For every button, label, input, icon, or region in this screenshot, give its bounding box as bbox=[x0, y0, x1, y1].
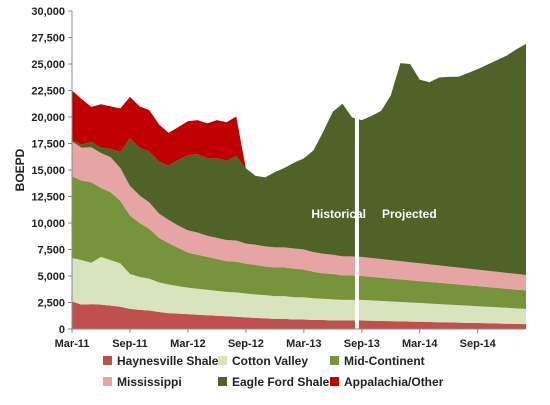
x-tick-labels: Mar-11 Sep-11 Mar-12 Sep-12 Mar-13 Sep-13 Mar-… bbox=[55, 338, 497, 350]
x-tick-label: Mar-12 bbox=[170, 338, 205, 350]
legend-item-cotton-valley: Cotton Valley bbox=[218, 354, 308, 368]
historical-projected-divider bbox=[354, 11, 359, 329]
x-tick-label: Mar-11 bbox=[55, 338, 90, 350]
legend-swatch bbox=[218, 356, 227, 365]
area-series-haynesville-shale bbox=[72, 301, 526, 329]
legend-label: Mid-Continent bbox=[344, 354, 425, 368]
legend-label: Cotton Valley bbox=[232, 354, 308, 368]
area-series-group bbox=[72, 43, 526, 329]
y-tick-labels: 0 2,500 5,000 7,500 10,000 12,500 15,000 17,500… bbox=[31, 6, 65, 336]
projected-label: Projected bbox=[382, 207, 437, 221]
legend-swatch bbox=[103, 356, 112, 365]
x-tick-label: Sep-13 bbox=[344, 338, 380, 350]
area-series-mississippi bbox=[72, 141, 526, 291]
y-axis-title: BOEPD bbox=[13, 148, 27, 191]
legend-item-mississippi: Mississippi bbox=[103, 375, 182, 389]
x-tick-label: Sep-14 bbox=[460, 338, 497, 350]
x-tick-label: Mar-14 bbox=[402, 338, 438, 350]
y-tick-label: 30,000 bbox=[31, 6, 65, 18]
y-tick-label: 22,500 bbox=[31, 86, 65, 98]
area-series-cotton-valley bbox=[72, 256, 526, 325]
y-tick-label: 10,000 bbox=[31, 218, 65, 230]
legend-label: Appalachia/Other bbox=[344, 375, 444, 389]
x-tick-label: Mar-13 bbox=[286, 338, 321, 350]
legend-swatch bbox=[103, 377, 112, 386]
y-tick-label: 12,500 bbox=[31, 192, 65, 204]
y-tick-label: 15,000 bbox=[31, 165, 65, 177]
legend-item-appalachia-other: Appalachia/Other bbox=[330, 375, 444, 389]
y-tick-label: 17,500 bbox=[31, 139, 65, 151]
x-tick-label: Sep-11 bbox=[112, 338, 147, 350]
legend-swatch bbox=[218, 377, 227, 386]
legend-swatch bbox=[330, 356, 339, 365]
y-tick-label: 2,500 bbox=[37, 298, 65, 310]
legend-item-mid-continent: Mid-Continent bbox=[330, 354, 425, 368]
y-tick-label: 0 bbox=[59, 324, 65, 336]
x-tick-label: Sep-12 bbox=[228, 338, 264, 350]
legend-label: Mississippi bbox=[117, 375, 182, 389]
legend-label: Haynesville Shale bbox=[117, 354, 219, 368]
legend-item-eagle-ford-shale: Eagle Ford Shale bbox=[218, 375, 330, 389]
legend-swatch bbox=[330, 377, 339, 386]
historical-label: Historical bbox=[311, 207, 366, 221]
y-tick-label: 20,000 bbox=[31, 112, 65, 124]
axes-group bbox=[68, 10, 526, 333]
y-tick-label: 7,500 bbox=[37, 245, 65, 257]
area-series-mid-continent bbox=[72, 176, 526, 309]
legend-label: Eagle Ford Shale bbox=[232, 375, 330, 389]
legend-item-haynesville-shale: Haynesville Shale bbox=[103, 354, 219, 368]
legend: Haynesville Shale Cotton Valley Mid-Contin… bbox=[103, 354, 444, 389]
area-series-eagle-ford-shale bbox=[72, 43, 526, 275]
y-tick-label: 27,500 bbox=[31, 33, 65, 45]
y-tick-label: 25,000 bbox=[31, 59, 65, 71]
area-series-appalachia-other bbox=[72, 43, 526, 178]
y-tick-label: 5,000 bbox=[37, 271, 65, 283]
